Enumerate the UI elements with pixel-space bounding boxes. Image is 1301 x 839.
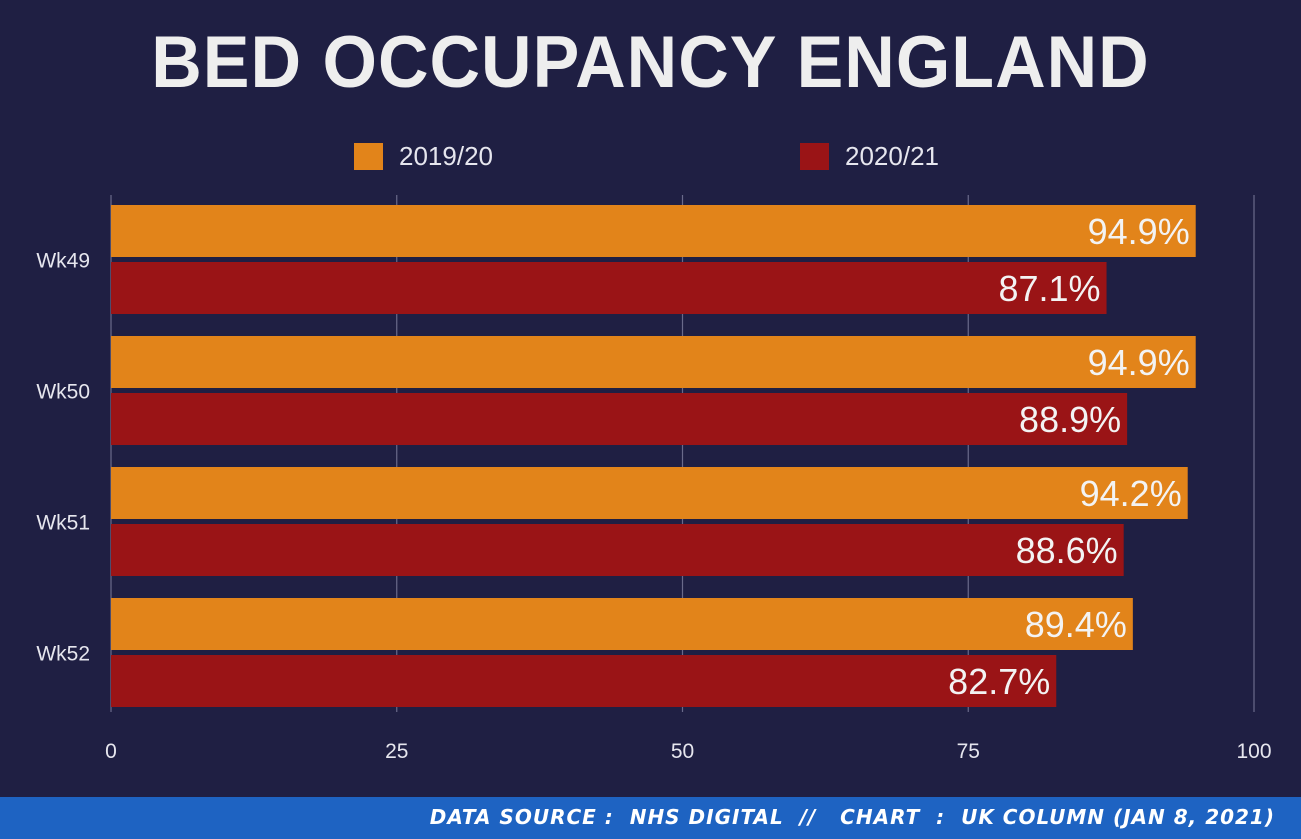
data-label-wk50-0: 94.9% [1088,342,1190,383]
bar-chart: 2019/20 2020/21 94.9% 87.1% 94.9% 88.9% 94.2%… [36,141,1271,763]
x-tick-label-25: 25 [385,740,408,763]
category-label-wk52: Wk52 [36,643,90,666]
data-label-wk51-0: 94.2% [1080,473,1182,514]
data-label-wk52-0: 89.4% [1025,604,1127,645]
x-tick-labels: 0 25 50 75 100 [105,740,1271,763]
bar-wk49-1 [111,262,1107,314]
legend-label-0: 2019/20 [399,141,493,171]
data-label-wk52-1: 82.7% [948,661,1050,702]
legend-swatch-1 [800,143,829,170]
x-tick-label-0: 0 [105,740,117,763]
x-tick-label-100: 100 [1236,740,1271,763]
footer-source-text: DATA SOURCE : NHS DIGITAL // CHART : UK … [429,805,1275,829]
bars: 94.9% 87.1% 94.9% 88.9% 94.2% 88.6% 89.4% 82.7% [111,205,1196,707]
legend: 2019/20 2020/21 [354,141,939,171]
footer-bar: DATA SOURCE : NHS DIGITAL // CHART : UK … [0,797,1301,839]
bar-wk50-0 [111,336,1196,388]
bar-wk49-0 [111,205,1196,257]
category-label-wk50: Wk50 [36,381,90,404]
bar-wk51-1 [111,524,1124,576]
bar-wk52-1 [111,655,1057,707]
bar-wk51-0 [111,467,1188,519]
category-label-wk49: Wk49 [36,250,90,273]
bar-wk52-0 [111,598,1133,650]
category-labels: Wk49 Wk50 Wk51 Wk52 [36,250,90,666]
data-label-wk49-1: 87.1% [998,268,1100,309]
data-label-wk49-0: 94.9% [1088,211,1190,252]
chart-title: BED OCCUPANCY ENGLAND [151,21,1150,103]
x-tick-label-50: 50 [671,740,694,763]
legend-label-1: 2020/21 [845,141,939,171]
bar-wk50-1 [111,393,1128,445]
data-label-wk51-1: 88.6% [1016,530,1118,571]
category-label-wk51: Wk51 [36,512,90,535]
x-tick-label-75: 75 [957,740,980,763]
legend-swatch-0 [354,143,383,170]
data-label-wk50-1: 88.9% [1019,399,1121,440]
